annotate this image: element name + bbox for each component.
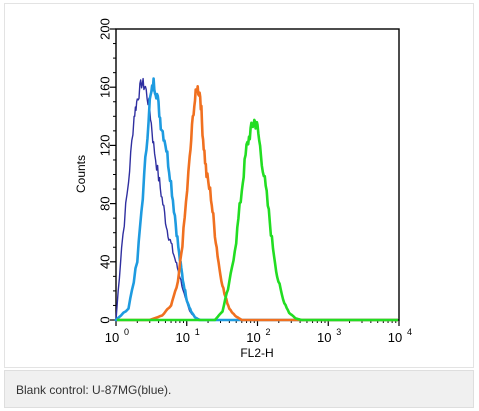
y-axis-ticks: 0 40 80 120 160 200 [98, 18, 116, 324]
y-tick-label: 0 [98, 316, 113, 323]
series-line [114, 77, 398, 322]
histogram-chart: 10 0 10 1 10 2 10 3 10 4 0 40 80 120 160 200 FL2-H Cou… [74, 18, 412, 360]
x-tick-exponent: 0 [124, 327, 129, 337]
x-axis-title: FL2-H [240, 346, 273, 360]
y-tick-label: 200 [98, 18, 113, 40]
figure-panel: 10 0 10 1 10 2 10 3 10 4 0 40 80 120 160 200 FL2-H Cou… [4, 3, 474, 368]
y-axis-title: Counts [74, 155, 88, 193]
x-tick-exponent: 4 [407, 327, 412, 337]
x-tick-label: 10 [176, 330, 190, 345]
x-tick-exponent: 3 [336, 327, 341, 337]
x-tick-exponent: 2 [266, 327, 271, 337]
caption-text: Blank control: U-87MG(blue). [16, 383, 172, 397]
y-tick-label: 160 [98, 76, 113, 98]
x-axis-ticks: 10 0 10 1 10 2 10 3 10 4 [105, 320, 412, 345]
x-tick-exponent: 1 [195, 327, 200, 337]
y-tick-label: 80 [98, 196, 113, 210]
x-tick-label: 10 [317, 330, 331, 345]
x-tick-label: 10 [388, 330, 402, 345]
caption-bar: Blank control: U-87MG(blue). [4, 370, 474, 408]
y-tick-label: 120 [98, 135, 113, 157]
x-tick-label: 10 [246, 330, 260, 345]
x-tick-label: 10 [105, 330, 119, 345]
series-line [117, 118, 398, 322]
y-tick-label: 40 [98, 255, 113, 269]
series-layer [114, 77, 398, 322]
